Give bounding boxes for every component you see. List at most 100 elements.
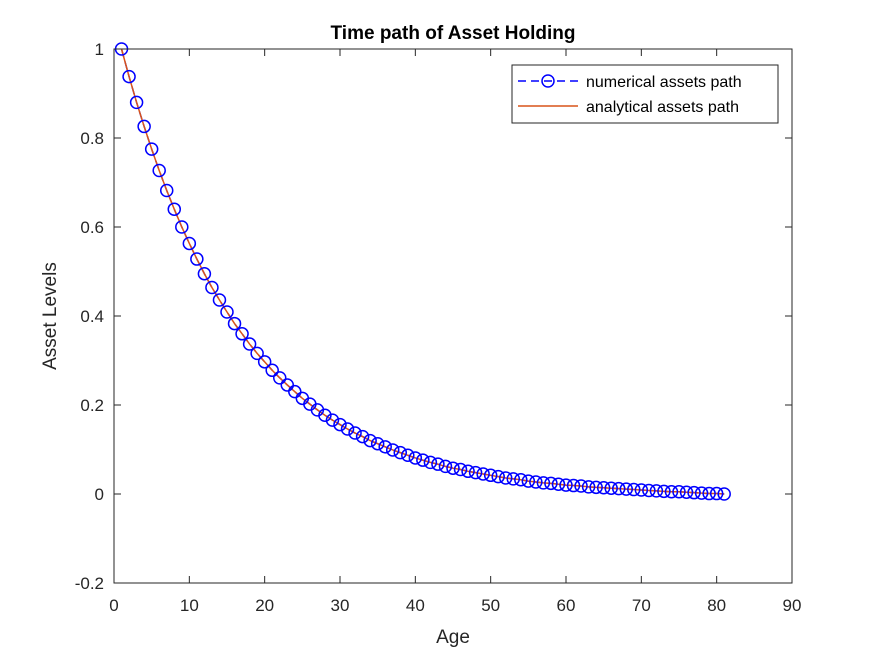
data-point-numerical bbox=[152, 163, 166, 178]
data-point-numerical bbox=[137, 119, 151, 134]
data-point-numerical bbox=[536, 476, 551, 490]
legend: numerical assets path analytical assets … bbox=[511, 64, 779, 124]
data-point-numerical bbox=[483, 468, 498, 483]
x-tick-label: 70 bbox=[632, 596, 651, 615]
data-point-numerical bbox=[257, 355, 272, 369]
y-axis-label: Asset Levels bbox=[40, 262, 61, 370]
data-point-numerical bbox=[288, 384, 302, 399]
x-tick-label: 50 bbox=[481, 596, 500, 615]
data-point-numerical bbox=[333, 417, 347, 432]
data-point-numerical bbox=[574, 479, 588, 493]
data-point-numerical bbox=[717, 487, 731, 501]
data-point-numerical bbox=[197, 266, 212, 281]
data-point-numerical bbox=[642, 483, 656, 498]
data-point-numerical bbox=[378, 440, 392, 454]
data-point-numerical bbox=[544, 476, 558, 491]
data-point-numerical bbox=[144, 142, 159, 156]
legend-label-analytical: analytical assets path bbox=[586, 99, 739, 116]
data-point-numerical bbox=[416, 453, 430, 467]
data-point-numerical bbox=[649, 484, 664, 498]
data-point-numerical bbox=[122, 69, 136, 84]
data-point-numerical bbox=[679, 485, 694, 499]
data-point-numerical bbox=[634, 483, 649, 497]
x-tick-label: 20 bbox=[255, 596, 274, 615]
data-point-numerical bbox=[672, 485, 686, 499]
y-tick-label: 0 bbox=[95, 485, 104, 504]
data-point-numerical bbox=[363, 433, 377, 448]
data-point-numerical bbox=[385, 443, 400, 457]
data-point-numerical bbox=[664, 485, 679, 499]
data-point-numerical bbox=[265, 363, 279, 378]
data-point-numerical bbox=[129, 95, 144, 110]
data-point-numerical bbox=[702, 486, 716, 501]
data-point-numerical bbox=[423, 455, 438, 470]
data-point-numerical bbox=[551, 477, 566, 491]
data-point-numerical bbox=[687, 485, 701, 500]
data-point-numerical bbox=[611, 481, 626, 496]
data-point-numerical bbox=[446, 461, 460, 475]
data-point-numerical bbox=[491, 469, 505, 484]
data-point-numerical bbox=[581, 480, 596, 494]
data-point-numerical bbox=[242, 337, 257, 351]
x-tick-label: 90 bbox=[783, 596, 802, 615]
data-point-numerical bbox=[529, 475, 543, 489]
data-point-numerical bbox=[694, 486, 709, 500]
chart-title: Time path of Asset Holding bbox=[331, 23, 576, 44]
data-point-numerical bbox=[318, 408, 332, 422]
legend-marker-numerical bbox=[541, 74, 555, 88]
data-point-numerical bbox=[498, 471, 513, 485]
data-point-numerical bbox=[175, 220, 189, 234]
data-point-numerical bbox=[182, 236, 197, 251]
data-point-numerical bbox=[401, 448, 415, 463]
series-line-analytical bbox=[120, 48, 725, 495]
x-tick-label: 10 bbox=[180, 596, 199, 615]
y-tick-label: 0.8 bbox=[80, 129, 104, 148]
data-point-numerical bbox=[619, 482, 634, 496]
data-point-numerical bbox=[220, 305, 234, 319]
y-tick-label: -0.2 bbox=[75, 574, 104, 593]
data-point-numerical bbox=[453, 462, 468, 477]
data-point-numerical bbox=[589, 480, 603, 495]
series-layer bbox=[114, 42, 731, 501]
data-point-numerical bbox=[438, 459, 453, 474]
data-point-numerical bbox=[566, 478, 581, 493]
data-point-numerical bbox=[514, 473, 528, 487]
x-tick-label: 30 bbox=[331, 596, 350, 615]
data-point-numerical bbox=[604, 481, 618, 495]
data-point-numerical bbox=[167, 202, 182, 216]
y-tick-label: 0.4 bbox=[80, 307, 104, 326]
data-point-numerical bbox=[370, 436, 385, 451]
data-point-numerical bbox=[325, 413, 340, 427]
data-point-numerical bbox=[393, 445, 408, 460]
data-point-numerical bbox=[506, 472, 521, 486]
plot-frame bbox=[113, 48, 793, 584]
data-point-numerical bbox=[205, 280, 219, 295]
x-tick-label: 40 bbox=[406, 596, 425, 615]
data-point-numerical bbox=[227, 316, 242, 331]
y-tick-label: 1 bbox=[95, 40, 104, 59]
data-point-numerical bbox=[627, 482, 641, 497]
legend-box bbox=[511, 64, 779, 124]
data-point-numerical bbox=[461, 464, 475, 479]
data-point-numerical bbox=[159, 183, 174, 198]
data-point-numerical bbox=[596, 481, 611, 495]
data-point-numerical bbox=[340, 422, 355, 436]
data-point-numerical bbox=[468, 465, 483, 480]
data-point-numerical bbox=[250, 346, 264, 361]
data-point-numerical bbox=[408, 451, 423, 465]
y-tick-label: 0.6 bbox=[80, 218, 104, 237]
data-point-numerical bbox=[235, 327, 249, 341]
data-point-numerical bbox=[212, 293, 227, 307]
x-tick-label: 60 bbox=[557, 596, 576, 615]
data-point-numerical bbox=[190, 252, 204, 266]
axis-ticks: 0 10 20 30 40 50 60 70 80 90 -0.2 0 0.2 0.4 0.6 0.8 1 bbox=[75, 40, 802, 615]
x-tick-label: 80 bbox=[707, 596, 726, 615]
data-point-numerical bbox=[709, 486, 724, 501]
data-point-numerical bbox=[521, 474, 536, 488]
data-point-numerical bbox=[431, 457, 445, 471]
y-tick-label: 0.2 bbox=[80, 396, 104, 415]
data-point-numerical bbox=[348, 426, 362, 440]
data-point-numerical bbox=[657, 484, 671, 499]
data-point-numerical bbox=[280, 378, 295, 392]
